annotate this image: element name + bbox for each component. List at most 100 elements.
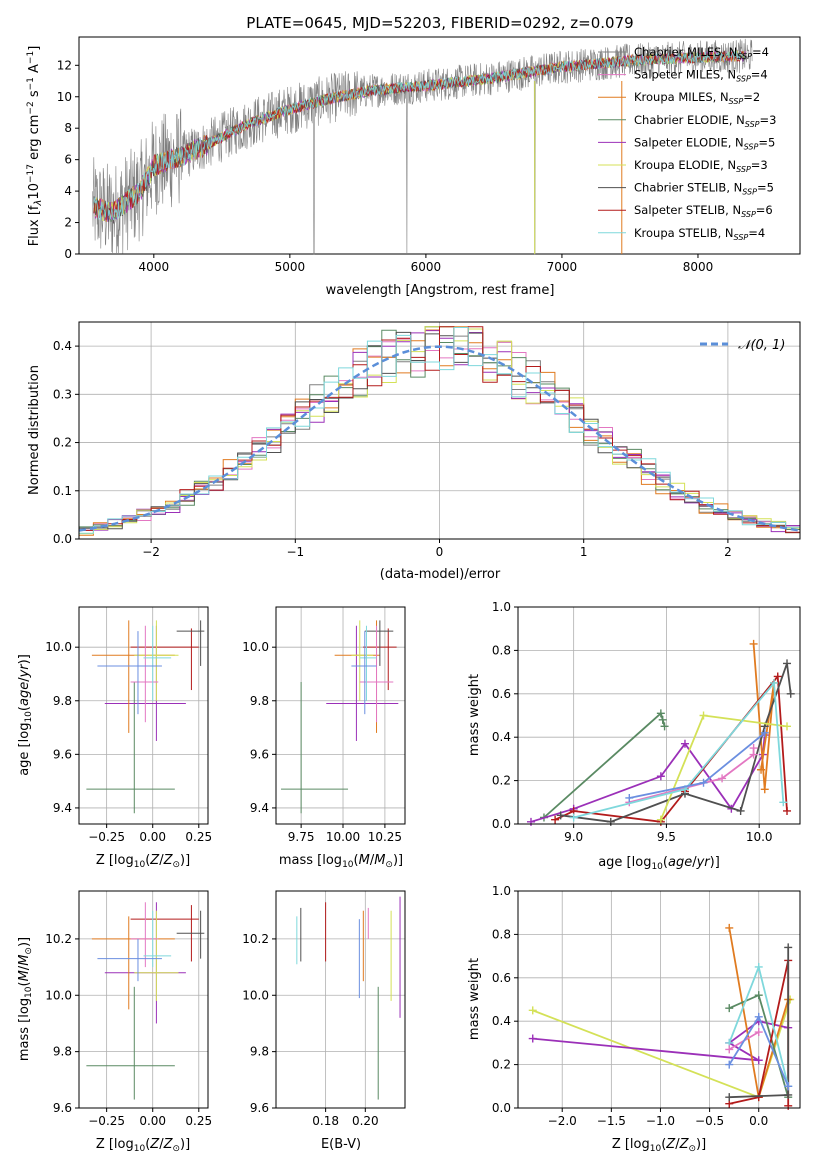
residual-xlabel: (data-model)/error — [380, 567, 501, 582]
spectrum-ytick-label-3: 6 — [64, 153, 72, 167]
weight-vs-age-ytick-label-1: 0.2 — [492, 774, 511, 788]
mass-vs-ebv-ytick-label-1: 9.8 — [250, 1045, 269, 1059]
weight-vs-age-marker-8-0 — [625, 793, 634, 802]
weight-vs-z-marker-8-1 — [754, 1012, 763, 1021]
spectrum-ytick-label-2: 4 — [64, 184, 72, 198]
weight-vs-age-marker-2-1 — [760, 785, 769, 794]
weight-vs-age-marker-7-3 — [779, 798, 788, 807]
weight-vs-z-marker-7-1 — [754, 1028, 763, 1037]
weight-vs-z-xtick-label-4: 0.0 — [749, 1114, 768, 1128]
weight-vs-age-marker-7-2 — [770, 678, 779, 687]
weight-vs-z-marker-8-0 — [725, 1060, 734, 1069]
mass-vs-ebv-xtick-label-0: 0.18 — [312, 1114, 339, 1128]
legend-label-1: Salpeter MILES, NSSP=4 — [634, 68, 768, 84]
spectrum-ylabel: Flux [fλ10−17 erg cm−2 s−1 A−1] — [26, 46, 44, 247]
weight-vs-age-marker-8-2 — [760, 728, 769, 737]
age-vs-metallicity-xlabel: Z [log10(Z/Z⊙)] — [96, 853, 190, 870]
age-vs-z-ytick-label-1: 9.6 — [53, 747, 72, 761]
weight-vs-z-xtick-label-0: −2.0 — [548, 1114, 577, 1128]
spectrum-xtick-label-4: 8000 — [683, 260, 714, 274]
mass-vs-z-xtick-label-2: 0.25 — [185, 1114, 212, 1128]
weight-vs-metallicity-ylabel: mass weight — [467, 958, 482, 1040]
mass-vs-metallicity-frame — [78, 890, 209, 1109]
residual-histogram-7 — [79, 326, 800, 533]
spectrum-ytick-label-4: 8 — [64, 121, 72, 135]
weight-vs-age-ytick-label-0: 0.0 — [492, 817, 511, 831]
weight-vs-z-xtick-label-3: −0.5 — [695, 1114, 724, 1128]
age-vs-metallicity-frame — [78, 606, 209, 825]
age-vs-mass-ytick-label-3: 10.0 — [242, 640, 269, 654]
weight-vs-z-marker-3-0 — [725, 1004, 734, 1013]
mass-vs-z-xtick-label-1: 0.00 — [139, 1114, 166, 1128]
weight-vs-z-marker-0-0 — [528, 1006, 537, 1015]
weight-vs-z-marker-4-3 — [784, 1101, 793, 1110]
legend-label-2: Kroupa MILES, NSSP=2 — [634, 90, 760, 106]
weight-vs-z-marker-3-1 — [754, 991, 763, 1000]
residual-histogram-8 — [79, 327, 800, 534]
weight-vs-age-xtick-label-1: 9.5 — [657, 830, 676, 844]
weight-vs-z-ytick-label-4: 0.8 — [492, 927, 511, 941]
weight-vs-age-marker-5-1 — [699, 711, 708, 720]
legend-label-7: Salpeter STELIB, NSSP=6 — [634, 203, 773, 219]
mass-vs-z-xtick-label-0: −0.25 — [88, 1114, 125, 1128]
weight-vs-age-marker-6-3 — [749, 744, 758, 753]
spectrum-xtick-label-2: 6000 — [411, 260, 442, 274]
weight-vs-age-marker-0-1 — [656, 709, 665, 718]
age-vs-mass-xtick-label-1: 10.00 — [326, 830, 360, 844]
mass-vs-metallicity-panel: −0.25 0.00 0.25 9.6 9.8 10.0 10.2 Z [log10(Z/Z… — [17, 890, 212, 1154]
residual-xtick-label-2: 0 — [436, 545, 444, 559]
weight-vs-age-marker-6-1 — [718, 774, 727, 783]
weight-vs-z-marker-5-0 — [725, 1093, 734, 1102]
weight-vs-age-marker-5-2 — [783, 722, 792, 731]
weight-vs-age-marker-4-5 — [783, 659, 792, 668]
weight-vs-age-ylabel: mass weight — [467, 674, 482, 756]
spectrum-xlabel: wavelength [Angstrom, rest frame] — [326, 283, 555, 298]
weight-vs-age-ytick-label-5: 1.0 — [492, 600, 511, 614]
residual-ytick-label-1: 0.1 — [53, 484, 72, 498]
weight-vs-z-ytick-label-5: 1.0 — [492, 884, 511, 898]
weight-vs-metallicity-xlabel: Z [log10(Z/Z⊙)] — [612, 1137, 706, 1154]
mass-vs-z-ytick-label-3: 10.2 — [45, 932, 72, 946]
figure-title: PLATE=0645, MJD=52203, FIBERID=0292, z=0… — [246, 14, 633, 32]
age-vs-z-xtick-label-0: −0.25 — [88, 830, 125, 844]
weight-vs-age-marker-3-4 — [773, 672, 782, 681]
weight-vs-age-marker-5-0 — [656, 815, 665, 824]
residual-ytick-label-4: 0.4 — [53, 339, 72, 353]
weight-vs-z-series-0 — [532, 999, 792, 1099]
spectrum-panel: 4000 5000 6000 7000 8000 0 2 4 6 8 10 12 Chabrier M… — [26, 36, 801, 298]
legend-label-0: Chabrier MILES, NSSP=4 — [634, 45, 769, 61]
spectrum-xtick-label-0: 4000 — [139, 260, 170, 274]
age-vs-mass-ytick-label-0: 9.4 — [250, 801, 269, 815]
weight-vs-age-marker-4-0 — [556, 811, 565, 820]
residual-xtick-label-0: −2 — [142, 545, 160, 559]
spectrum-ytick-label-5: 10 — [57, 90, 72, 104]
legend-label-6: Chabrier STELIB, NSSP=5 — [634, 181, 774, 197]
spectrum-ytick-label-6: 12 — [57, 58, 72, 72]
mass-vs-ebv-xtick-label-1: 0.20 — [352, 1114, 379, 1128]
weight-vs-z-marker-8-2 — [784, 1082, 793, 1091]
weight-vs-age-series-2 — [752, 643, 775, 790]
legend-label-4: Salpeter ELODIE, NSSP=5 — [634, 135, 775, 151]
spectrum-ytick-label-1: 2 — [64, 216, 72, 230]
weight-vs-age-marker-0-3 — [660, 722, 669, 731]
weight-vs-age-ytick-label-4: 0.8 — [492, 643, 511, 657]
mass-vs-z-ytick-label-2: 10.0 — [45, 988, 72, 1002]
residual-ylabel: Normed distribution — [27, 365, 42, 495]
weight-vs-age-marker-4-3 — [736, 806, 745, 815]
spectrum-axes-frame — [78, 36, 801, 255]
weight-vs-age-ytick-label-3: 0.6 — [492, 687, 511, 701]
mass-vs-ebv-ytick-label-0: 9.6 — [250, 1101, 269, 1115]
weight-vs-z-marker-7-0 — [725, 1045, 734, 1054]
residual-xtick-label-1: −1 — [286, 545, 304, 559]
age-vs-mass-ytick-label-2: 9.8 — [250, 694, 269, 708]
spectrum-legend: Chabrier MILES, NSSP=4 Salpeter MILES, NS… — [598, 45, 776, 242]
age-vs-mass-ytick-label-1: 9.6 — [250, 747, 269, 761]
mass-ylabel: mass [log10(M/M⊙)] — [17, 937, 34, 1061]
residual-ytick-label-0: 0.0 — [53, 532, 72, 546]
mass-vs-metallicity-xlabel: Z [log10(Z/Z⊙)] — [96, 1137, 190, 1154]
weight-vs-z-ytick-label-2: 0.4 — [492, 1014, 511, 1028]
weight-vs-age-series-7 — [573, 680, 785, 819]
weight-vs-z-marker-4-1 — [754, 1093, 763, 1102]
weight-vs-age-xlabel: age [log10(age/yr)] — [598, 855, 720, 872]
